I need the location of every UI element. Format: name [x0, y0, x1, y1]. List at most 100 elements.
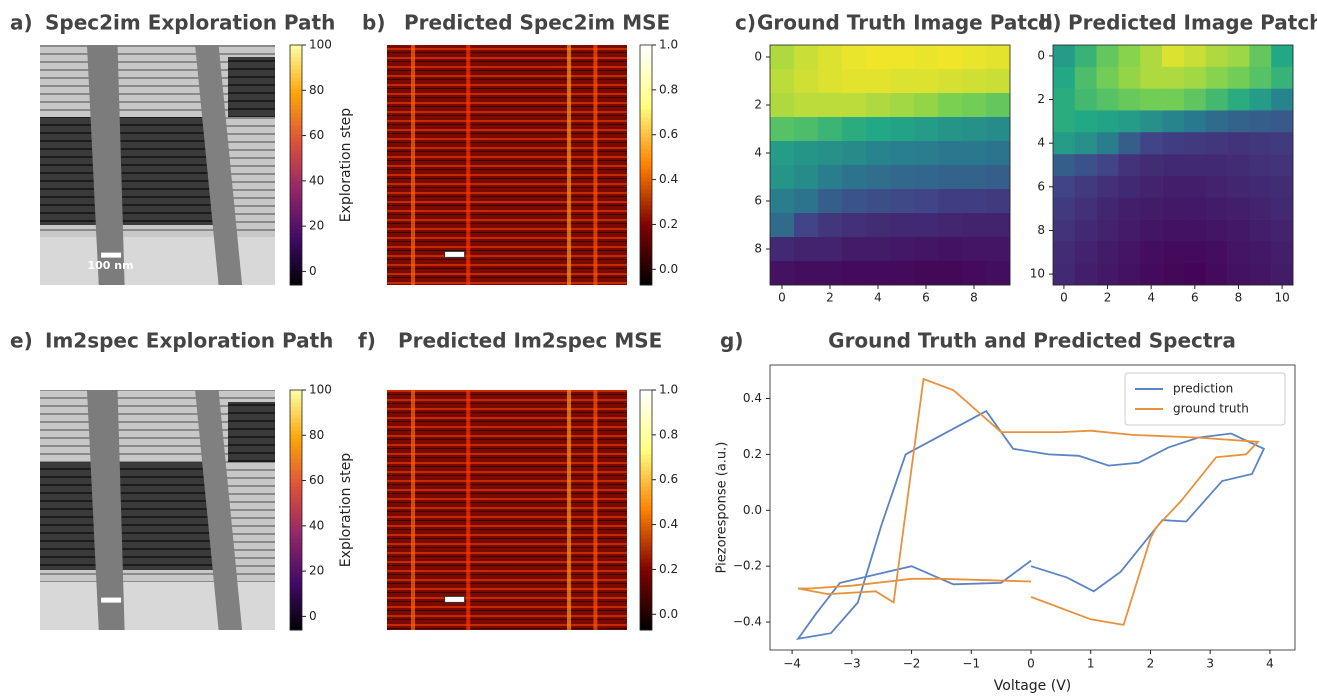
colorbar-swatch	[640, 470, 652, 475]
heatmap-cell	[1074, 88, 1097, 111]
heatmap-cell	[1227, 66, 1250, 89]
colorbar-swatch	[640, 466, 652, 471]
colorbar-swatch	[640, 530, 652, 535]
heatmap-cell	[986, 141, 1011, 166]
colorbar-swatch	[290, 85, 302, 90]
colorbar-swatch	[290, 402, 302, 407]
x-tick-label: 0	[1027, 657, 1035, 671]
heatmap-cell	[890, 45, 915, 70]
colorbar-swatch	[290, 161, 302, 166]
y-axis-label: Piezoresponse (a.u.)	[715, 442, 730, 574]
colorbar-swatch	[640, 478, 652, 483]
colorbar-label: Exploration step	[338, 108, 354, 222]
heatmap-cell	[770, 117, 795, 142]
colorbar-swatch	[290, 542, 302, 547]
colorbar-swatch	[640, 105, 652, 110]
legend-box	[1124, 372, 1286, 426]
colorbar-swatch	[640, 594, 652, 599]
colorbar-swatch	[640, 414, 652, 419]
heatmap-cell	[1183, 132, 1207, 155]
heatmap-cell	[866, 261, 891, 286]
colorbar-tick-label: 60	[309, 473, 324, 487]
colorbar-swatch	[290, 538, 302, 543]
heatmap-cell	[962, 189, 987, 214]
heatmap-cell	[842, 141, 867, 166]
y-tick-label: 6	[754, 194, 762, 208]
heatmap-cell	[1271, 88, 1294, 111]
colorbar-swatch	[640, 57, 652, 62]
scale-bar	[444, 250, 466, 258]
heatmap-cell	[1053, 219, 1076, 242]
heatmap-cell	[1249, 110, 1272, 133]
colorbar-swatch	[290, 610, 302, 615]
y-tick-label: 4	[1037, 136, 1045, 150]
heatmap-cell	[1183, 66, 1207, 89]
heatmap-cell	[1271, 110, 1294, 133]
mse-feature	[411, 45, 415, 285]
heatmap-cell	[866, 237, 891, 262]
colorbar-swatch	[640, 614, 652, 619]
colorbar-label: Exploration step	[338, 453, 354, 567]
colorbar-swatch	[640, 45, 652, 50]
heatmap-cell	[1227, 132, 1250, 155]
colorbar-tick-label: 1.0	[659, 38, 678, 52]
heatmap-cell	[1271, 219, 1294, 242]
colorbar-swatch	[290, 261, 302, 266]
colorbar-swatch	[640, 602, 652, 607]
colorbar-swatch	[290, 522, 302, 527]
heatmap-cell	[1096, 45, 1119, 68]
heatmap-cell	[842, 69, 867, 94]
colorbar-swatch	[640, 574, 652, 579]
heatmap-cell	[1140, 132, 1163, 155]
dark-domain	[228, 57, 275, 117]
colorbar-tick-label: 0	[309, 264, 317, 278]
colorbar-swatch	[290, 245, 302, 250]
colorbar-swatch	[290, 101, 302, 106]
heatmap-cell	[794, 93, 819, 118]
colorbar-swatch	[640, 554, 652, 559]
colorbar-swatch	[290, 566, 302, 571]
colorbar-swatch	[290, 534, 302, 539]
colorbar-swatch	[640, 474, 652, 479]
colorbar-swatch	[290, 590, 302, 595]
colorbar-swatch	[290, 237, 302, 242]
colorbar-swatch	[640, 213, 652, 218]
heatmap-cell	[1096, 241, 1119, 264]
heatmap-cell	[1074, 45, 1097, 68]
colorbar-swatch	[640, 69, 652, 74]
colorbar-swatch	[290, 570, 302, 575]
colorbar-swatch	[640, 558, 652, 563]
heatmap-cell	[986, 93, 1011, 118]
heatmap-cell	[1118, 45, 1141, 68]
colorbar-swatch	[640, 185, 652, 190]
x-tick-label: 0	[1060, 291, 1068, 305]
colorbar-tick-label: 0.2	[659, 562, 678, 576]
colorbar-swatch	[290, 558, 302, 563]
heatmap-cell	[1249, 175, 1272, 199]
heatmap-cell	[770, 45, 795, 70]
colorbar-swatch	[290, 430, 302, 435]
colorbar-swatch	[290, 614, 302, 619]
colorbar-swatch	[290, 498, 302, 503]
heatmap-cell	[1205, 197, 1228, 220]
y-tick-label: 8	[1037, 223, 1045, 237]
colorbar-tick-label: 40	[309, 173, 324, 187]
colorbar-swatch	[290, 265, 302, 270]
heatmap-cell	[914, 141, 939, 166]
colorbar-swatch	[290, 121, 302, 126]
colorbar-swatch	[640, 205, 652, 210]
panel-label: f)	[358, 329, 376, 353]
colorbar-swatch	[640, 277, 652, 282]
colorbar-swatch	[640, 402, 652, 407]
x-tick-label: −3	[843, 657, 861, 671]
colorbar-swatch	[290, 574, 302, 579]
colorbar-swatch	[290, 482, 302, 487]
colorbar-tick-label: 100	[309, 383, 332, 397]
heatmap-cell	[1249, 154, 1272, 177]
colorbar-swatch	[640, 109, 652, 114]
colorbar-swatch	[290, 45, 302, 50]
colorbar-swatch	[640, 562, 652, 567]
heatmap-cell	[986, 117, 1011, 142]
colorbar-swatch	[290, 594, 302, 599]
